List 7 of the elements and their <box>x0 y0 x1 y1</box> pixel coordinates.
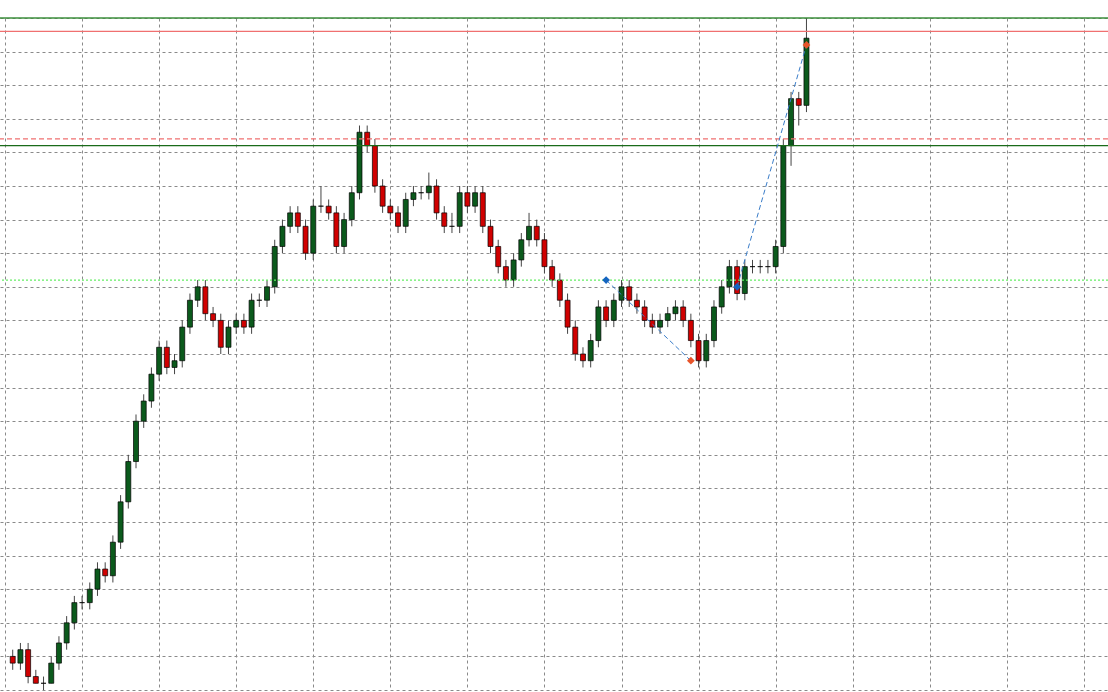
candlestick <box>580 346 586 368</box>
candlestick <box>48 655 55 684</box>
candlestick <box>264 279 270 308</box>
candlestick <box>526 212 532 247</box>
candlestick <box>395 205 401 234</box>
candlestick <box>657 313 663 335</box>
candlestick <box>56 635 62 671</box>
